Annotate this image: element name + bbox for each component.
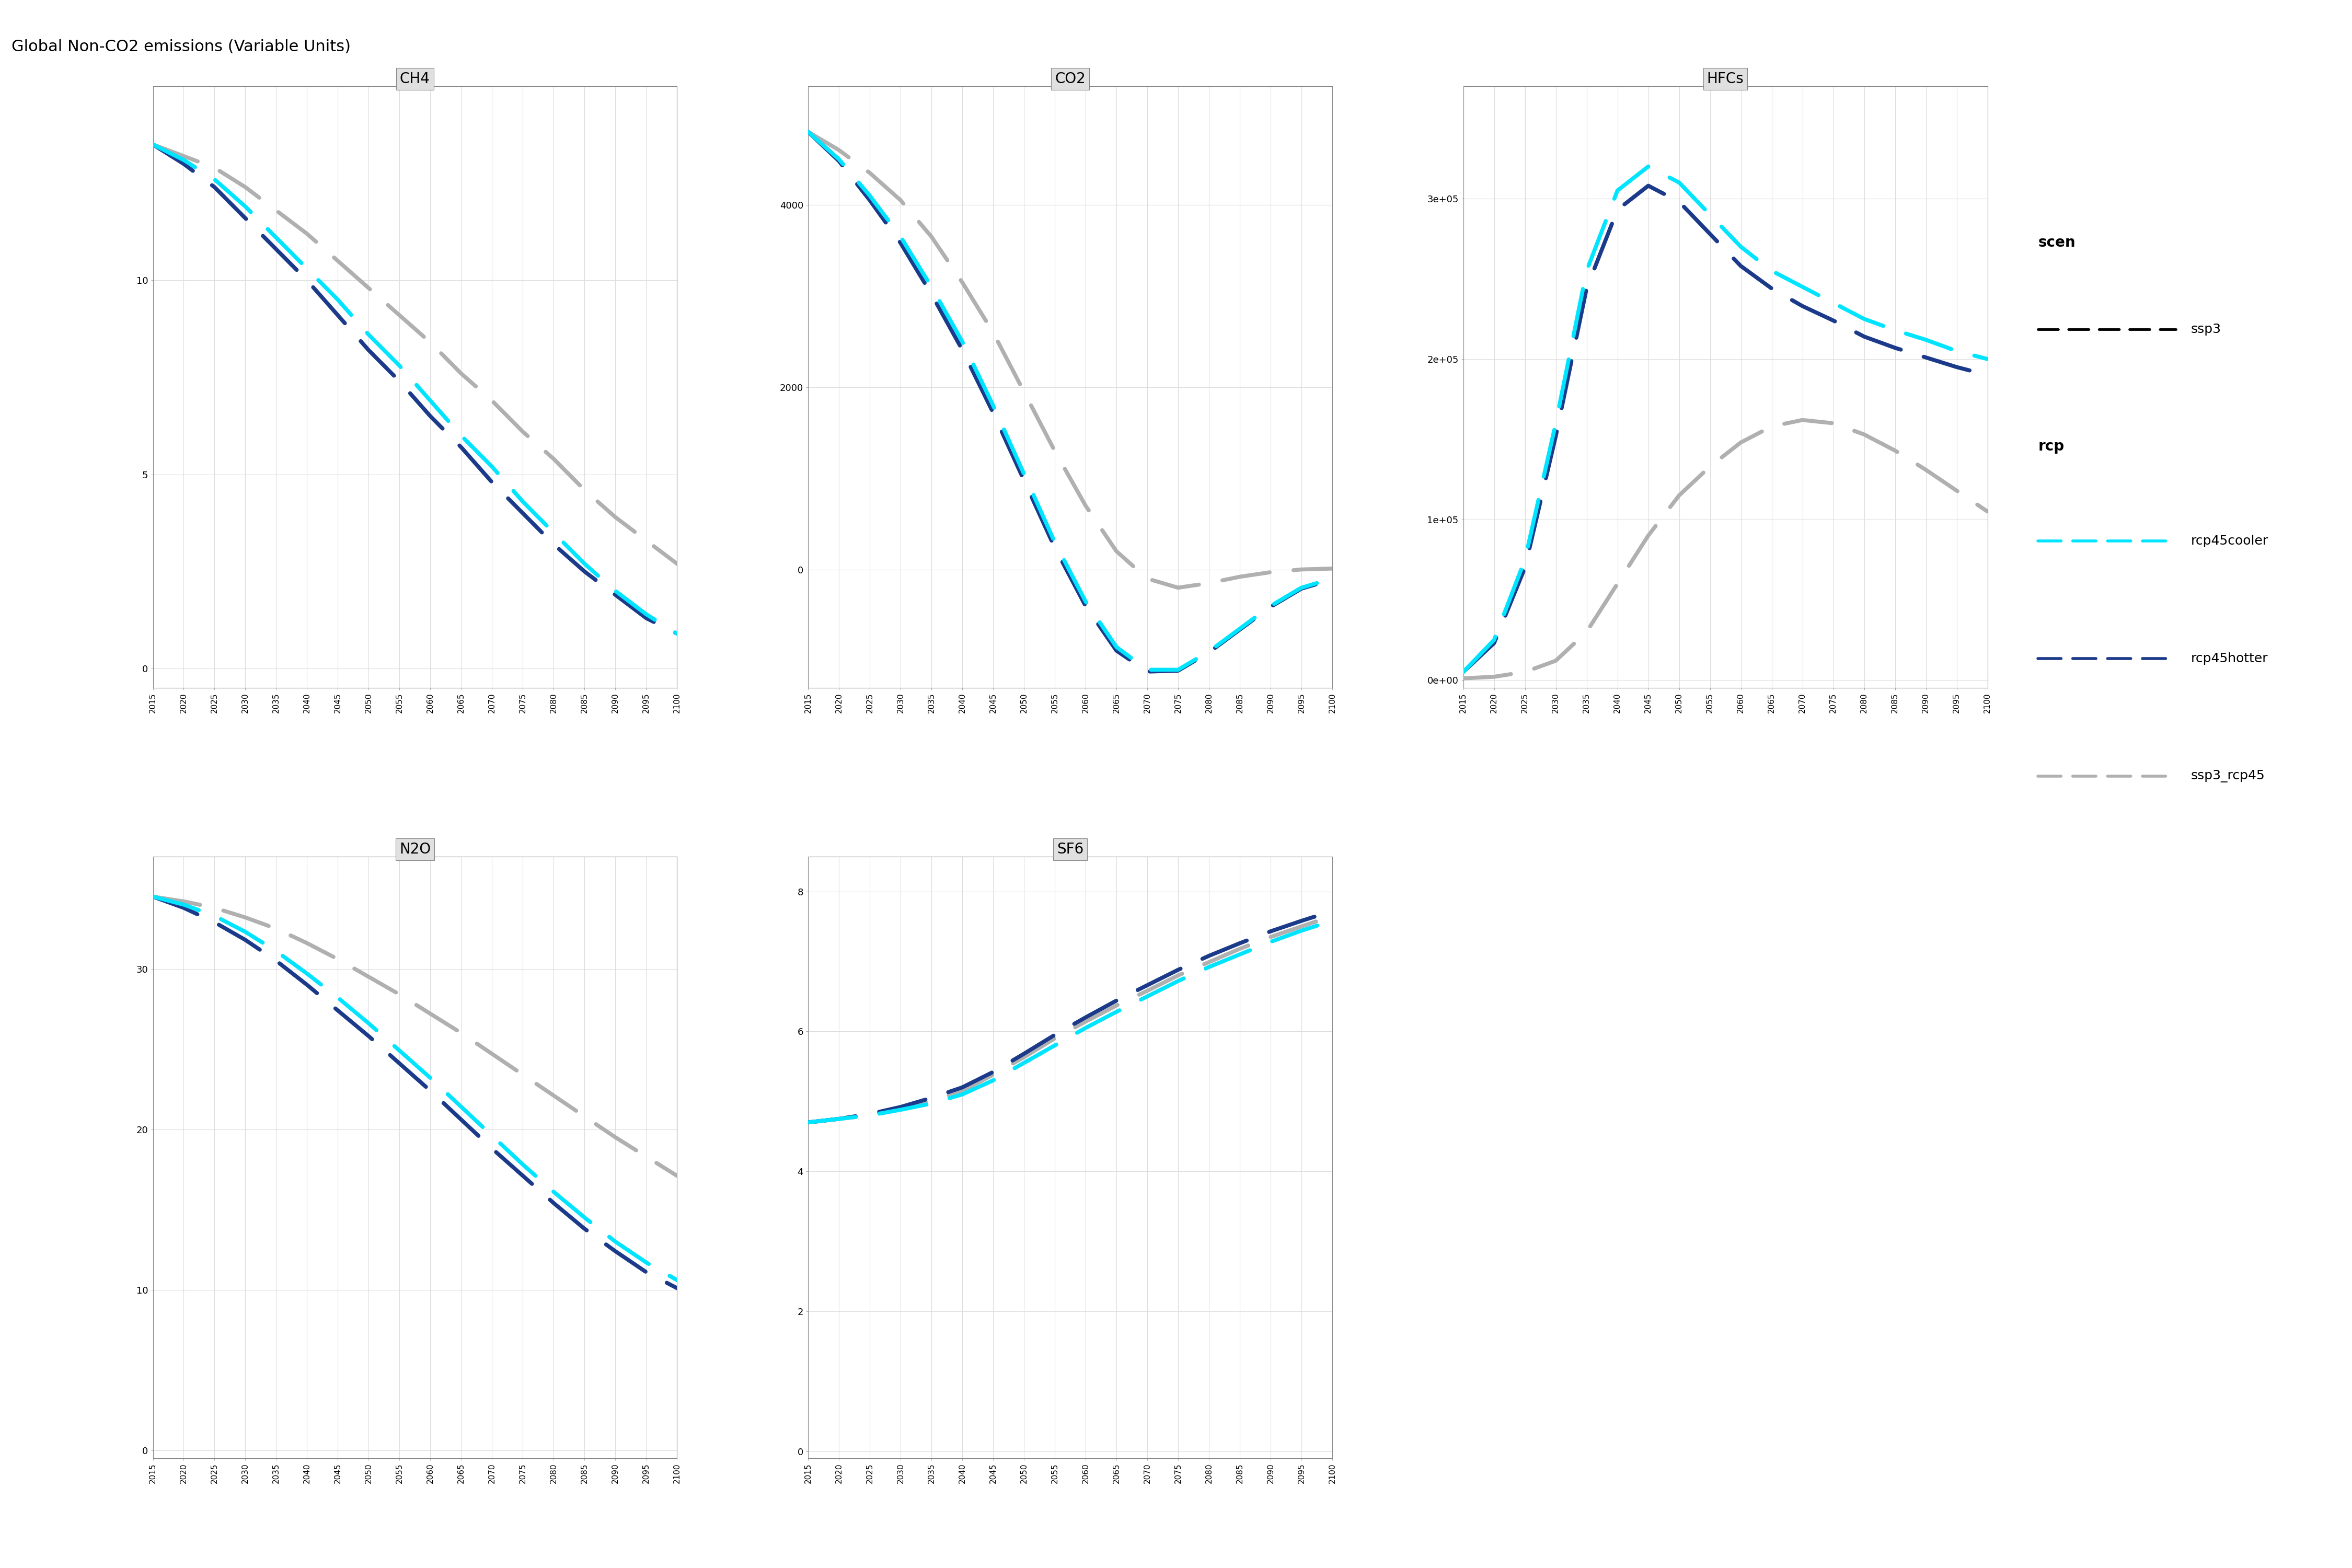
Text: SF6: SF6: [1056, 842, 1084, 856]
Text: HFCs: HFCs: [1708, 72, 1743, 86]
Text: rcp45cooler: rcp45cooler: [2192, 535, 2267, 547]
Text: ssp3_rcp45: ssp3_rcp45: [2192, 770, 2265, 782]
Text: Global Non-CO2 emissions (Variable Units): Global Non-CO2 emissions (Variable Units…: [12, 39, 350, 55]
Text: rcp45hotter: rcp45hotter: [2192, 652, 2267, 665]
Text: N2O: N2O: [400, 842, 430, 856]
Text: CO2: CO2: [1054, 72, 1087, 86]
Text: scen: scen: [2037, 235, 2074, 249]
Text: CH4: CH4: [400, 72, 430, 86]
Text: rcp: rcp: [2037, 439, 2065, 453]
Text: ssp3: ssp3: [2192, 323, 2220, 336]
